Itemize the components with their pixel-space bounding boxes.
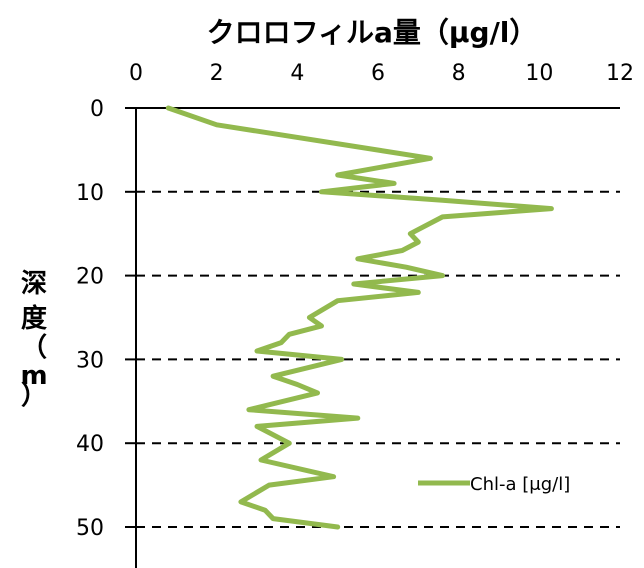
x-tick-label-0: 0	[129, 61, 143, 86]
x-tick-label-8: 8	[452, 61, 466, 86]
y-tick-label-0: 0	[90, 97, 104, 122]
y-tick-label-50: 50	[76, 516, 104, 541]
y-axis-label-char-4: ）	[21, 381, 47, 411]
y-tick-label-10: 10	[76, 181, 104, 206]
x-tick-labels: 0 2 4 6 8 10 12	[129, 61, 634, 86]
x-tick-label-12: 12	[606, 61, 634, 86]
x-tick-label-10: 10	[525, 61, 553, 86]
y-axis-label-char-3: m	[20, 361, 47, 391]
axes	[125, 107, 620, 568]
grid-lines	[136, 190, 620, 528]
y-tick-labels: 0 10 20 30 40 50	[76, 97, 104, 541]
x-tick-label-2: 2	[210, 61, 224, 86]
x-tick-label-6: 6	[371, 61, 385, 86]
y-axis-label-char-0: 深	[21, 269, 47, 299]
series-layer	[165, 105, 554, 530]
y-tick-label-20: 20	[76, 265, 104, 290]
y-tick-label-30: 30	[76, 348, 104, 373]
legend: Chl-a [μg/l]	[418, 474, 570, 495]
series-line-0	[165, 105, 554, 530]
legend-label: Chl-a [μg/l]	[470, 474, 570, 495]
y-tick-label-40: 40	[76, 432, 104, 457]
y-axis-label-char-1: 度	[21, 303, 47, 334]
y-axis-label: 深度（m）	[20, 269, 47, 411]
chart-title: クロロフィルa量（μg/l）	[207, 16, 538, 49]
y-axis-label-char-2: （	[21, 333, 47, 363]
x-tick-label-4: 4	[290, 61, 304, 86]
